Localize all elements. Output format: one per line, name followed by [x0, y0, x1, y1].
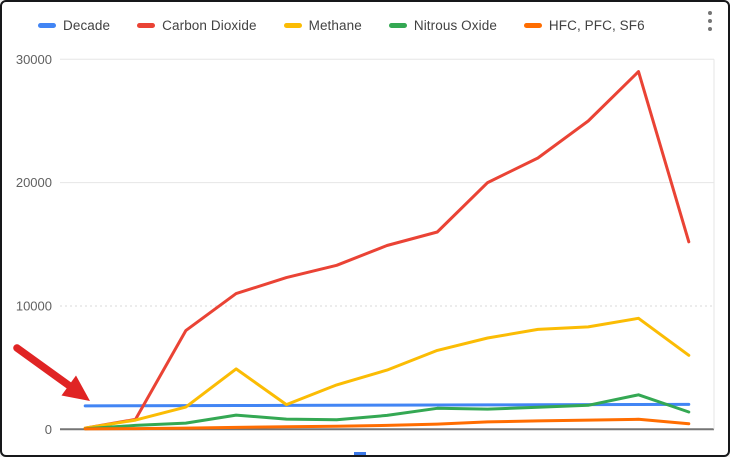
legend-label: HFC, PFC, SF6: [548, 17, 645, 33]
legend-swatch-nitrous-oxide: [388, 22, 407, 28]
legend-swatch-hfc-pfc-sf6: [523, 22, 542, 28]
legend-swatch-methane: [283, 22, 302, 28]
series-line-hfc-pfc-sf6: [83, 417, 691, 431]
y-axis-tick-label: 10000: [16, 298, 52, 313]
legend-item-decade: Decade: [38, 18, 110, 33]
legend-label: Nitrous Oxide: [413, 17, 497, 33]
legend-swatch-decade: [38, 22, 56, 28]
y-axis-tick-label: 30000: [16, 52, 52, 67]
legend-item-methane: Methane: [283, 17, 362, 33]
legend-label: Decade: [63, 17, 111, 33]
legend-label: Methane: [308, 17, 362, 33]
legend-label: Carbon Dioxide: [162, 17, 257, 33]
y-axis-tick-label: 0: [45, 422, 52, 437]
red-arrow-annotation-head: [61, 375, 90, 401]
kebab-dot: [708, 11, 712, 15]
series-line-nitrous-oxide: [83, 393, 691, 431]
y-axis-tick-label: 20000: [16, 175, 52, 190]
series-line-carbon-dioxide: [83, 70, 691, 430]
legend-swatch-carbon-dioxide: [137, 22, 156, 28]
series-line-methane: [83, 316, 691, 430]
chart-legend: Decade Carbon Dioxide Methane Nitrous Oxide…: [38, 16, 645, 34]
legend-item-hfc-pfc-sf6: HFC, PFC, SF6: [523, 17, 645, 33]
red-arrow-annotation-shaft: [13, 344, 73, 390]
legend-item-carbon-dioxide: Carbon Dioxide: [137, 18, 256, 33]
chart-options-kebab-menu-button[interactable]: [702, 8, 718, 34]
kebab-dot: [708, 19, 712, 23]
kebab-dot: [708, 27, 712, 31]
bottom-axis-blue-dash: [354, 452, 366, 455]
legend-item-nitrous-oxide: Nitrous Oxide: [388, 17, 497, 33]
